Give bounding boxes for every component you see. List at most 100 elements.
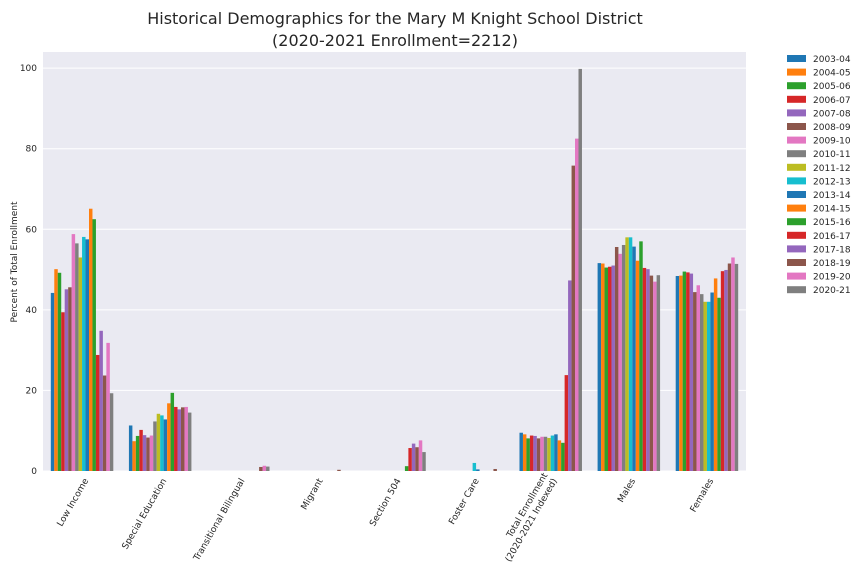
bar xyxy=(95,354,100,471)
bar xyxy=(608,266,612,471)
legend-swatch xyxy=(787,259,806,266)
bar xyxy=(618,253,622,471)
legend-swatch xyxy=(787,272,806,280)
bar xyxy=(564,375,569,471)
bar xyxy=(543,436,548,471)
bar xyxy=(128,425,133,471)
y-axis-label: Percent of Total Enrollment xyxy=(10,201,20,323)
legend-label: 2009-10 xyxy=(813,137,851,147)
bar xyxy=(656,275,661,471)
bar xyxy=(167,403,171,471)
bar xyxy=(568,280,572,471)
bar xyxy=(259,466,263,471)
bar xyxy=(476,469,480,471)
legend-swatch xyxy=(787,177,806,185)
bar xyxy=(550,435,555,471)
bar xyxy=(64,289,69,471)
bar xyxy=(160,415,164,471)
bar xyxy=(713,278,718,471)
bar xyxy=(78,257,83,471)
bar xyxy=(700,294,704,471)
bar xyxy=(529,435,534,471)
bar xyxy=(639,241,643,471)
legend-swatch xyxy=(787,286,806,294)
legend-swatch xyxy=(787,218,806,226)
bar xyxy=(519,432,523,471)
bar xyxy=(82,236,86,471)
bar xyxy=(139,429,143,471)
legend-swatch xyxy=(787,82,806,90)
bar xyxy=(142,435,147,471)
bar xyxy=(71,234,76,471)
bar xyxy=(540,436,544,471)
bar xyxy=(99,330,103,471)
legend-swatch xyxy=(787,231,806,239)
bar xyxy=(177,409,181,471)
legend-swatch xyxy=(787,204,806,212)
legend-label: 2015-16 xyxy=(813,218,851,228)
bar xyxy=(557,440,562,471)
legend-label: 2012-13 xyxy=(813,177,851,187)
legend-label: 2003-04 xyxy=(813,55,851,65)
bar xyxy=(614,246,619,471)
bar xyxy=(604,267,609,471)
bar xyxy=(472,462,477,471)
bar xyxy=(146,437,150,471)
bar xyxy=(50,292,55,471)
bar xyxy=(724,269,728,471)
bar xyxy=(689,273,694,471)
legend-label: 2014-15 xyxy=(813,205,851,215)
bar xyxy=(653,281,657,471)
legend-label: 2018-19 xyxy=(813,259,851,269)
bar xyxy=(75,243,79,471)
legend-swatch xyxy=(787,150,806,158)
legend-swatch xyxy=(787,95,806,103)
chart-title-line-1: Historical Demographics for the Mary M K… xyxy=(147,9,643,28)
bar xyxy=(92,219,96,471)
legend-label: 2006-07 xyxy=(813,96,851,106)
bar xyxy=(679,275,683,471)
bar xyxy=(526,438,530,471)
bar xyxy=(628,237,633,471)
bar xyxy=(156,413,161,471)
y-tick-label: 0 xyxy=(31,467,37,477)
bar xyxy=(575,138,579,472)
bar xyxy=(149,435,154,471)
bar xyxy=(174,406,178,471)
bar xyxy=(536,438,541,471)
legend-swatch xyxy=(787,136,806,144)
bar xyxy=(522,434,527,471)
bar xyxy=(717,297,721,471)
bar xyxy=(578,68,582,472)
bar xyxy=(621,244,626,471)
bar xyxy=(106,342,110,471)
bars xyxy=(50,68,739,472)
legend-label: 2005-06 xyxy=(813,82,851,92)
bar xyxy=(611,265,615,471)
bar xyxy=(686,272,690,471)
bar xyxy=(153,421,157,471)
bar xyxy=(706,301,711,471)
bar xyxy=(266,466,270,471)
bar xyxy=(135,435,140,471)
y-tick-label: 20 xyxy=(26,386,38,396)
bar xyxy=(571,165,576,471)
bar xyxy=(727,263,732,471)
legend-swatch xyxy=(787,163,806,171)
bar xyxy=(85,239,89,471)
bar xyxy=(720,271,725,471)
y-tick-label: 80 xyxy=(26,145,38,155)
bar xyxy=(675,276,680,471)
legend-label: 2011-12 xyxy=(813,164,851,174)
bar xyxy=(547,437,551,471)
legend-label: 2017-18 xyxy=(813,245,851,255)
legend-label: 2008-09 xyxy=(813,123,851,133)
bar xyxy=(635,260,640,471)
bar xyxy=(54,269,58,471)
legend-label: 2004-05 xyxy=(813,69,851,79)
bar xyxy=(642,267,647,471)
bar xyxy=(102,375,107,471)
bar xyxy=(597,263,602,471)
legend-swatch xyxy=(787,123,806,130)
legend-label: 2019-20 xyxy=(813,273,851,283)
